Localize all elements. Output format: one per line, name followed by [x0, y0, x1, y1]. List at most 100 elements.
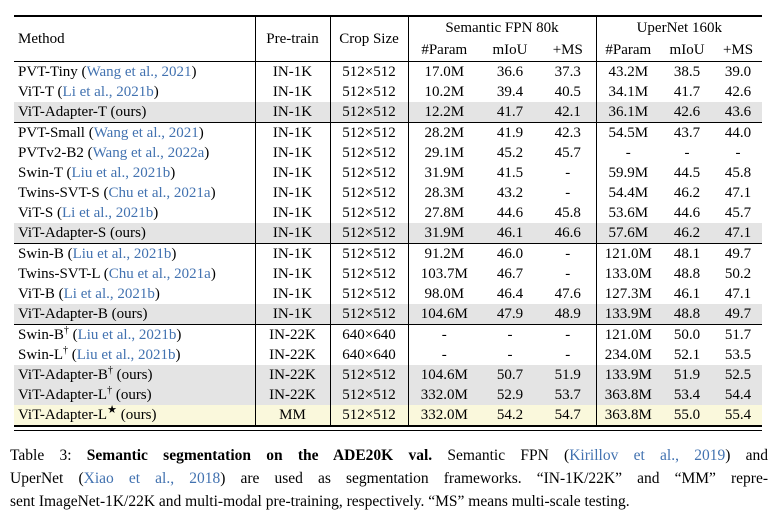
pretrain-cell: IN-1K: [254, 304, 330, 325]
uper-ms-cell: 42.6: [724, 84, 752, 100]
uper-miou-cell: 38.5: [673, 64, 701, 80]
fpn-param-cell: 12.2M: [407, 102, 480, 123]
pretrain-cell: IN-22K: [254, 385, 330, 405]
caption-text: Semantic FPN (: [432, 447, 570, 464]
method-cell: Swin-L† (Liu et al., 2021b): [18, 345, 181, 364]
dagger-marker: †: [107, 365, 113, 376]
uper-miou-cell: 41.7: [673, 84, 701, 100]
model-name: Swin-B: [18, 246, 64, 262]
crop-size-cell: 512×512: [329, 122, 408, 143]
citation-link[interactable]: Liu et al., 2021b: [76, 347, 176, 363]
crop-size-cell: 512×512: [329, 143, 408, 163]
uper-ms-cell: 39.0: [724, 64, 752, 80]
citation-link[interactable]: Xiao et al., 2018: [83, 470, 221, 487]
method-cell: ViT-Adapter-S (ours): [14, 223, 255, 244]
method-cell: PVTv2-B2 (Wang et al., 2022a): [18, 145, 210, 161]
ours-label: ours: [125, 407, 152, 423]
method-cell: Twins-SVT-S (Chu et al., 2021a): [18, 185, 216, 201]
model-name: PVTv2-B2: [18, 145, 84, 161]
fpn-miou-cell: 39.4: [496, 84, 524, 100]
uper-ms-cell: 44.0: [714, 122, 763, 143]
fpn-ms-cell: -: [565, 185, 571, 201]
fpn-param-cell: 17.0M: [407, 61, 480, 82]
fpn-ms-cell: 42.1: [540, 102, 597, 123]
uper-ms-cell: 54.4: [714, 385, 763, 405]
citation-link[interactable]: Chu et al., 2021a: [108, 266, 211, 282]
citation-link[interactable]: Li et al., 2021b: [61, 205, 154, 221]
method-cell: PVT-Tiny (Wang et al., 2021): [18, 64, 197, 80]
method-cell: PVT-Small (Wang et al., 2021): [14, 122, 255, 143]
uper-miou-cell: 46.2: [673, 185, 701, 201]
fpn-miou-cell: 41.5: [496, 165, 524, 181]
model-name: ViT-Adapter-S: [18, 225, 107, 241]
fpn-miou-cell: -: [480, 324, 540, 345]
uper-param-cell: 133.0M: [595, 264, 661, 284]
method-cell: ViT-Adapter-B† (ours): [14, 365, 255, 385]
citation-link[interactable]: Liu et al., 2021b: [72, 246, 172, 262]
uper-miou-cell: 44.5: [673, 165, 701, 181]
uper-param-cell: 54.5M: [595, 122, 661, 143]
uper-param-cell: 363.8M: [595, 385, 661, 405]
crop-size-cell: 512×512: [329, 284, 408, 304]
crop-size-cell: 640×640: [329, 324, 408, 345]
uper-miou-cell: 43.7: [660, 122, 715, 143]
fpn-param-cell: 27.8M: [407, 203, 480, 223]
citation-link[interactable]: Li et al., 2021b: [63, 286, 155, 302]
fpn-ms-cell: 53.7: [540, 385, 597, 405]
citation-link[interactable]: Liu et al., 2021b: [77, 327, 177, 343]
uper-miou-cell: 48.8: [673, 266, 701, 282]
citation-link[interactable]: Chu et al., 2021a: [108, 185, 211, 201]
segmentation-table: Method Pre-train Crop Size Semantic FPN …: [14, 17, 763, 427]
uper-param-cell: 363.8M: [595, 405, 661, 426]
ours-label: ours: [114, 225, 141, 241]
citation-link[interactable]: Wang et al., 2021: [86, 64, 192, 80]
table-row: ViT-B (Li et al., 2021b) IN-1K 512×512 98.0…: [14, 284, 762, 304]
dagger-marker: †: [63, 325, 69, 336]
fpn-miou-cell: 44.6: [496, 205, 524, 221]
fpn-ms-cell: 45.7: [554, 145, 581, 161]
caption-text: ) are used as segmentation frameworks. “…: [220, 470, 768, 487]
uper-param-cell: 59.9M: [595, 163, 661, 183]
caption-text: Table 3:: [10, 447, 87, 464]
uper-param-cell: 133.9M: [595, 365, 661, 385]
fpn-miou-cell: 36.6: [496, 64, 524, 80]
star-marker: ★: [107, 405, 117, 416]
citation-link[interactable]: Li et al., 2021b: [62, 84, 154, 100]
crop-size-cell: 512×512: [329, 243, 408, 264]
crop-size-cell: 512×512: [329, 365, 408, 385]
uper-ms-cell: 45.7: [724, 205, 752, 221]
method-cell: ViT-B (Li et al., 2021b): [18, 286, 160, 302]
model-name: ViT-Adapter-T: [18, 104, 107, 120]
column-header-method: Method: [18, 31, 65, 47]
citation-link[interactable]: Wang et al., 2022a: [92, 145, 205, 161]
uper-miou-cell: 52.1: [673, 347, 701, 363]
pretrain-cell: IN-1K: [254, 284, 330, 304]
crop-size-cell: 512×512: [329, 163, 408, 183]
fpn-param-cell: 98.0M: [407, 284, 480, 304]
citation-link[interactable]: Kirillov et al., 2019: [569, 447, 726, 464]
uper-ms-cell: 47.1: [724, 286, 752, 302]
method-cell: Twins-SVT-L (Chu et al., 2021a): [18, 266, 216, 282]
fpn-miou-cell: 50.7: [480, 365, 540, 385]
crop-size-cell: 512×512: [329, 61, 408, 82]
fpn-miou-cell: 54.2: [480, 405, 540, 426]
crop-size-cell: 640×640: [329, 345, 408, 365]
uper-param-cell: 53.6M: [595, 203, 661, 223]
method-cell: ViT-Adapter-L★ (ours): [14, 405, 255, 426]
table-top-rule: [14, 15, 762, 17]
citation-link[interactable]: Liu et al., 2021b: [71, 165, 171, 181]
uper-param-cell: 234.0M: [595, 345, 661, 365]
pretrain-cell: IN-1K: [254, 61, 330, 82]
table-row: ViT-Adapter-B (ours) IN-1K 512×512 104.6M 47…: [14, 304, 763, 325]
pretrain-cell: IN-22K: [254, 324, 330, 345]
fpn-param-cell: 332.0M: [407, 405, 480, 426]
fpn-param-cell: 10.2M: [407, 82, 480, 102]
method-cell: ViT-Adapter-T (ours): [14, 102, 255, 123]
table-header: Method Pre-train Crop Size Semantic FPN …: [14, 17, 763, 62]
fpn-param-cell: 31.9M: [407, 223, 480, 244]
fpn-ms-cell: 45.8: [554, 205, 581, 221]
subheader-fpn-ms: +MS: [552, 42, 583, 58]
table-caption: Table 3: Semantic segmentation on the AD…: [10, 444, 768, 513]
table-row: Swin-L† (Liu et al., 2021b) IN-22K 640×640…: [14, 345, 762, 365]
citation-link[interactable]: Wang et al., 2021: [93, 125, 199, 141]
